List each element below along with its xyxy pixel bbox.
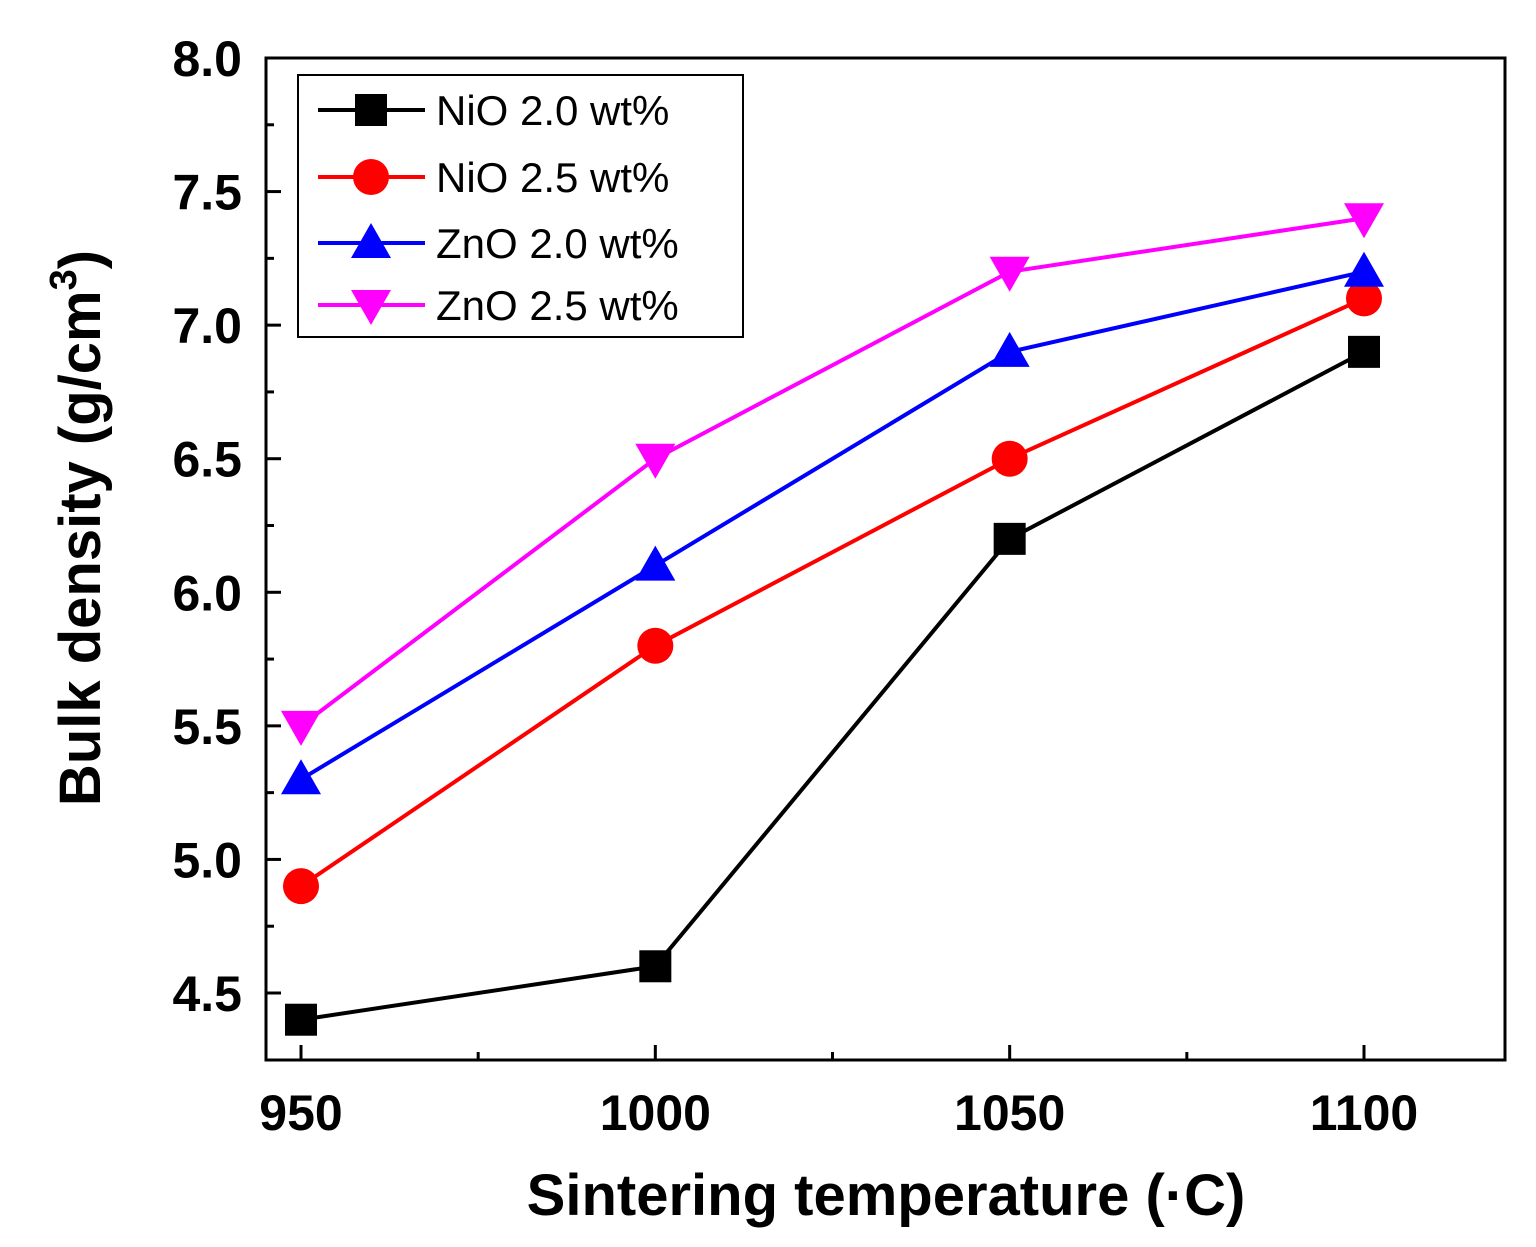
series-3-point-950 (281, 759, 321, 795)
series-2-point-1050 (991, 440, 1028, 477)
series-1-point-1050 (993, 522, 1026, 555)
series-1-point-950 (285, 1003, 317, 1036)
y-axis-title-close: ) (48, 250, 113, 269)
plot-frame (264, 56, 1507, 1062)
legend-marker-2 (353, 159, 389, 195)
series-lines (299, 216, 1365, 1022)
x-axis-title: Sintering temperature (·C) (527, 1163, 1246, 1228)
legend-marker-1 (355, 94, 387, 126)
series-4-point-1000 (635, 443, 676, 479)
series-2-point-1100 (1346, 280, 1382, 317)
series-markers (281, 203, 1384, 1036)
series-line-3 (299, 269, 1365, 781)
series-line-4 (299, 216, 1365, 728)
y-tick-label-6.5: 6.5 (172, 432, 242, 488)
x-tick-labels: 950 1000 1050 1100 (259, 1085, 1418, 1141)
series-line-2 (299, 296, 1365, 888)
series-4-point-1100 (1344, 203, 1384, 239)
y-tick-label-4.5: 4.5 (172, 966, 242, 1022)
y-tick-label-8: 8.0 (172, 31, 242, 87)
legend-label-2: NiO 2.5 wt% (436, 154, 669, 201)
series-2-point-950 (283, 868, 319, 905)
y-tick-label-7: 7.0 (172, 298, 242, 354)
y-tick-label-7.5: 7.5 (172, 165, 242, 221)
series-2-point-1000 (637, 627, 674, 664)
x-tick-label-1050: 1050 (954, 1085, 1065, 1141)
series-4-point-1050 (989, 256, 1030, 292)
series-3-point-1100 (1344, 251, 1384, 287)
series-1-point-1000 (639, 950, 672, 983)
x-tick-label-1000: 1000 (600, 1085, 711, 1141)
y-tick-label-6: 6.0 (172, 565, 242, 621)
x-tick-label-1100: 1100 (1310, 1085, 1418, 1141)
legend-label-3: ZnO 2.0 wt% (436, 220, 679, 267)
series-3-point-1000 (635, 545, 676, 581)
y-axis-title-superscript: 3 (43, 269, 85, 290)
series-1-point-1100 (1348, 335, 1380, 368)
series-3-point-1050 (989, 331, 1030, 367)
y-axis-title: Bulk density (g/cm3) (43, 250, 113, 806)
legend-label-1: NiO 2.0 wt% (436, 87, 669, 134)
legend: NiO 2.0 wt% NiO 2.5 wt% ZnO 2.0 wt% ZnO 2.5… (297, 74, 744, 338)
legend-marker-3 (351, 223, 391, 258)
x-tick-label-950: 950 (259, 1085, 342, 1141)
legend-label-4: ZnO 2.5 wt% (436, 282, 679, 329)
y-tick-labels: 4.5 5.0 5.5 6.0 6.5 7.0 7.5 8.0 (172, 31, 242, 1022)
legend-marker-4 (351, 290, 391, 325)
series-line-1 (300, 350, 1365, 1022)
y-axis-title-main: Bulk density (g/cm (48, 290, 113, 806)
y-tick-label-5.5: 5.5 (172, 699, 242, 755)
y-tick-label-5: 5.0 (172, 832, 242, 888)
series-4-point-950 (281, 710, 321, 746)
